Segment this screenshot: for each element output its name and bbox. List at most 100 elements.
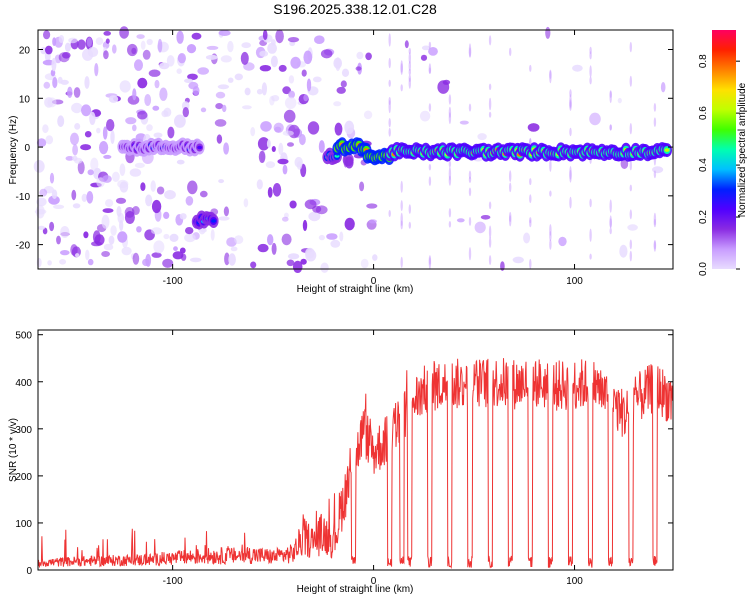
- heatmap-cell-22: [289, 200, 297, 209]
- snr-x-tick-label: -100: [163, 576, 183, 587]
- heatmap-cell-356: [169, 233, 179, 242]
- heatmap-cell-355: [182, 107, 189, 118]
- snr-y-tick-label: 0: [26, 566, 32, 577]
- heatmap-cell-367: [267, 42, 277, 54]
- heatmap-cell-60: [90, 157, 99, 171]
- heatmap-cell-110: [243, 198, 249, 208]
- heatmap-cell-180: [273, 122, 284, 133]
- heatmap-cell-514: [629, 184, 632, 192]
- heatmap-cell-528: [653, 103, 657, 112]
- colorbar-gradient: [712, 30, 736, 269]
- heatmap-cell-330: [92, 230, 101, 244]
- heatmap-cell-270: [206, 45, 219, 50]
- heatmap-cell-443: [448, 208, 452, 218]
- heatmap-cell-204: [57, 115, 65, 127]
- heatmap-cell-145: [250, 261, 257, 269]
- colorbar-tick-label: 0.0: [698, 262, 709, 276]
- heatmap-cell-205: [257, 243, 269, 253]
- heatmap-y-tick-label: 20: [19, 46, 31, 57]
- heatmap-cell-397: [49, 172, 55, 184]
- heatmap-cell-463: [488, 83, 492, 91]
- heatmap-cell-51: [51, 189, 58, 199]
- heatmap-cell-185: [334, 122, 343, 136]
- heatmap-cell-72: [56, 235, 61, 245]
- heatmap-cell-178: [42, 124, 49, 134]
- heatmap-cell-290: [84, 76, 90, 89]
- heatmap-cell-70: [142, 49, 151, 60]
- heatmap-cell-48: [103, 154, 112, 159]
- heatmap-cell-86: [125, 117, 137, 125]
- heatmap-cell-65: [105, 199, 114, 208]
- heatmap-cell-410: [388, 127, 391, 137]
- heatmap-cell-144: [290, 56, 301, 69]
- heatmap-cell-264: [217, 84, 230, 90]
- heatmap-cell-419: [400, 212, 403, 226]
- heatmap-cell-49: [47, 260, 52, 266]
- heatmap-cell-526: [653, 117, 657, 127]
- heatmap-cell-272: [117, 231, 128, 243]
- heatmap-cell-444: [448, 112, 452, 125]
- heatmap-cell-90: [271, 146, 276, 152]
- heatmap-cell-384: [512, 256, 524, 264]
- heatmap-cell-516: [629, 41, 632, 53]
- heatmap-cell-250: [137, 110, 148, 120]
- heatmap-cell-25: [163, 211, 170, 219]
- heatmap-cell-479: [529, 194, 532, 204]
- heatmap-cell-269: [261, 82, 267, 96]
- heatmap-cell-302: [75, 253, 80, 258]
- heatmap-cell-296: [151, 199, 162, 214]
- heatmap-cell-201: [366, 203, 378, 209]
- heatmap-cell-265: [68, 37, 78, 44]
- heatmap-cell-349: [428, 47, 438, 56]
- heatmap-cell-399: [627, 224, 638, 231]
- heatmap-cell-335: [234, 73, 243, 81]
- heatmap-cell-242: [420, 54, 428, 61]
- heatmap-cell-129: [157, 38, 163, 53]
- heatmap-cell-344: [234, 235, 244, 245]
- heatmap-cell-428: [408, 60, 411, 72]
- heatmap-cell-354: [270, 55, 278, 68]
- heatmap-cell-357: [64, 42, 71, 52]
- heatmap-cell-385: [52, 37, 57, 46]
- heatmap-cell-271: [589, 112, 601, 126]
- heatmap-cell-171: [57, 76, 63, 84]
- colorbar-label: Normalized spectral amplitude: [737, 82, 748, 217]
- heatmap-cell-347: [70, 132, 79, 146]
- heatmap-cell-423: [400, 63, 403, 75]
- heatmap-cell-279: [192, 86, 200, 96]
- heatmap-cell-170: [127, 95, 140, 105]
- heatmap-cell-432: [408, 52, 411, 64]
- heatmap-cell-416: [388, 118, 391, 128]
- heatmap-cell-370: [67, 86, 73, 99]
- heatmap-cell-396: [134, 59, 143, 71]
- heatmap-cell-200: [43, 81, 51, 89]
- heatmap-cell-214: [39, 188, 48, 197]
- heatmap-cell-89: [77, 39, 86, 50]
- heatmap-cell-454: [468, 216, 472, 226]
- heatmap-cell-407: [108, 95, 119, 103]
- heatmap-cell-424: [400, 84, 403, 92]
- heatmap-cell-512: [609, 227, 612, 235]
- heatmap-cell-395: [176, 159, 185, 165]
- heatmap-cell-492: [569, 127, 572, 137]
- heatmap-cell-130: [110, 225, 117, 236]
- heatmap-cell-18: [191, 32, 202, 40]
- heatmap-cell-202: [106, 119, 115, 132]
- heatmap-cell-389: [260, 121, 272, 132]
- heatmap-cell-275: [103, 50, 109, 60]
- heatmap-cell-308: [216, 134, 223, 144]
- heatmap-cell-421: [400, 180, 403, 193]
- heatmap-cell-353: [368, 219, 377, 224]
- heatmap-cell-457: [488, 225, 492, 239]
- heatmap-cell-8: [419, 110, 431, 122]
- heatmap-cell-369: [365, 52, 372, 61]
- heatmap-cell-108: [288, 75, 295, 84]
- heatmap-cell-321: [320, 49, 333, 59]
- heatmap-cell-151: [134, 162, 145, 169]
- heatmap-y-label: Frequency (Hz): [8, 116, 19, 185]
- heatmap-cell-325: [86, 191, 94, 204]
- colorbar-tick-label: 0.4: [698, 158, 709, 172]
- heatmap-cell-323: [222, 104, 227, 113]
- heatmap-cell-64: [176, 30, 184, 44]
- heatmap-cell-67: [146, 124, 153, 132]
